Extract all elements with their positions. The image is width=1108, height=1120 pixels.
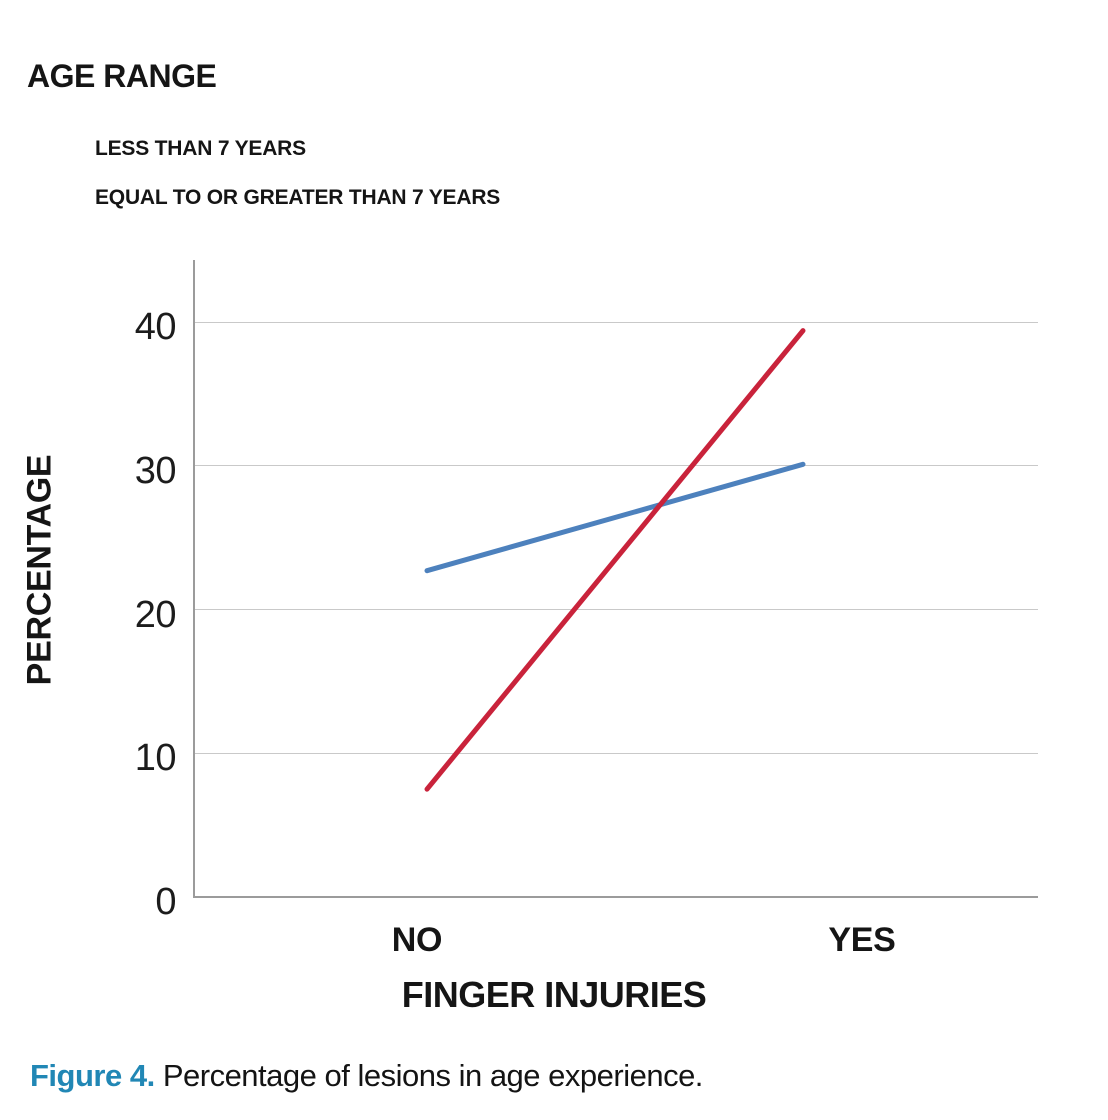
y-tick-label: 10 (134, 737, 177, 780)
series-line (424, 328, 806, 792)
figure-caption: Figure 4. Percentage of lesions in age e… (30, 1058, 1080, 1094)
figure-caption-label: Figure 4. (30, 1058, 155, 1093)
chart-title: AGE RANGE (27, 58, 217, 94)
y-axis-line (193, 260, 195, 898)
gridline (195, 465, 1038, 467)
legend-label: LESS THAN 7 YEARS (95, 137, 306, 160)
x-axis-title: FINGER INJURIES (401, 974, 707, 1015)
y-tick-label: 20 (134, 593, 177, 636)
y-tick-label: 40 (134, 306, 177, 348)
figure-caption-text: Percentage of lesions in age experience. (162, 1058, 704, 1093)
y-tick-label: 30 (134, 449, 177, 492)
legend-label: EQUAL TO OR GREATER THAN 7 YEARS (95, 186, 501, 209)
gridline (195, 609, 1038, 610)
x-tick-label-no: NO (391, 921, 443, 959)
gridline (195, 752, 1038, 754)
x-tick-label-yes: YES (828, 921, 896, 959)
y-tick-label: 0 (155, 881, 176, 923)
x-axis-baseline (193, 896, 1038, 898)
gridline (195, 321, 1038, 323)
series-line (424, 461, 806, 574)
